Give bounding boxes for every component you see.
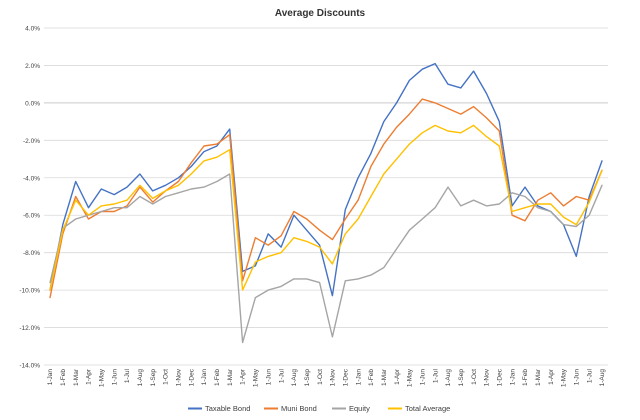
x-tick-label: 1-Mar [73,368,80,386]
series-line-total-average [49,124,603,291]
x-axis: 1-Jan 1-Feb 1-Mar 1-Apr 1-May 1-Jun 1-Jul 1-Aug… [47,368,606,387]
y-tick-label: -12.0% [19,325,40,332]
x-tick-label: 1-Jun [574,369,581,386]
y-axis: 4.0% 2.0% 0.0% -2.0% -4.0% -6.0% -8.0% -10.0% -1… [19,26,40,370]
x-tick-label: 1-Oct [163,369,170,385]
x-tick-label: 1-Mar [227,368,234,386]
x-tick-label: 1-Nov [330,368,337,386]
x-tick-label: 1-Nov [176,368,183,386]
x-tick-label: 1-Jul [278,368,285,383]
y-tick-label: 4.0% [25,26,40,33]
grid-layer [44,27,608,366]
legend: Taxable Bond Muni Bond Equity Total Average [188,404,450,413]
legend-item: Taxable Bond [188,404,250,413]
legend-label: Equity [349,404,370,413]
x-tick-label: 1-Aug [291,369,298,387]
x-tick-label: 1-Jul [586,368,593,383]
x-tick-label: 1-Dec [188,368,195,386]
series-line-equity [49,173,603,344]
legend-item: Muni Bond [264,404,317,413]
x-tick-label: 1-Sep [304,369,311,387]
x-tick-label: 1-Jun [265,369,272,386]
x-tick-label: 1-Jan [509,369,516,386]
x-tick-label: 1-Apr [240,368,247,385]
x-tick-label: 1-Aug [137,369,144,387]
series-line-taxable-bond [49,62,603,297]
x-tick-label: 1-Feb [522,369,529,386]
x-tick-label: 1-Sep [458,369,465,387]
x-tick-label: 1-Feb [368,369,375,386]
x-tick-label: 1-May [561,368,568,387]
x-tick-label: 1-Jun [419,369,426,386]
x-tick-label: 1-May [407,368,414,387]
y-tick-label: -14.0% [19,363,40,370]
chart-title: Average Discounts [275,8,366,19]
x-tick-label: 1-Jun [111,369,118,386]
x-tick-label: 1-Apr [548,368,555,385]
x-tick-label: 1-Oct [317,369,324,385]
x-tick-label: 1-Jan [355,369,362,386]
x-tick-label: 1-Mar [381,368,388,386]
x-tick-label: 1-Jan [47,369,54,386]
y-tick-label: -2.0% [23,138,40,145]
x-tick-label: 1-May [99,368,106,387]
x-tick-label: 1-Aug [599,369,606,387]
x-tick-label: 1-Sep [150,369,157,387]
legend-label: Total Average [405,404,450,413]
x-tick-label: 1-Apr [394,368,401,385]
legend-label: Taxable Bond [205,404,250,413]
y-tick-label: -10.0% [19,288,40,295]
x-tick-label: 1-Dec [342,368,349,386]
y-tick-label: -8.0% [23,250,40,257]
x-tick-label: 1-Aug [445,369,452,387]
x-tick-label: 1-Mar [535,368,542,386]
x-tick-label: 1-Dec [497,368,504,386]
x-tick-label: 1-Feb [214,369,221,386]
y-tick-label: 2.0% [25,63,40,70]
legend-item: Equity [332,404,370,413]
legend-label: Muni Bond [281,404,317,413]
y-tick-label: -6.0% [23,213,40,220]
x-tick-label: 1-Nov [484,368,491,386]
x-tick-label: 1-Jul [432,368,439,383]
y-tick-label: 0.0% [25,100,40,107]
series-layer [49,62,603,344]
x-tick-label: 1-Apr [86,368,93,385]
legend-item: Total Average [388,404,450,413]
x-tick-label: 1-May [253,368,260,387]
x-tick-label: 1-Jan [201,369,208,386]
x-tick-label: 1-Jul [124,368,131,383]
y-tick-label: -4.0% [23,175,40,182]
x-tick-label: 1-Oct [471,369,478,385]
x-tick-label: 1-Feb [60,369,67,386]
